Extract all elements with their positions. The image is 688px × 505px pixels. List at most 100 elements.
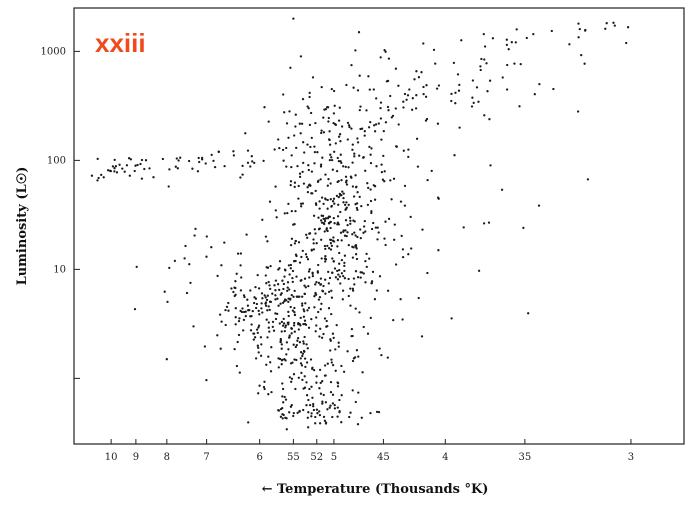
star-point: [537, 204, 541, 207]
star-point: [299, 279, 302, 282]
star-point: [191, 167, 194, 170]
star-point: [287, 336, 291, 339]
star-point: [249, 289, 252, 292]
star-point: [288, 376, 292, 379]
star-point: [336, 245, 339, 248]
star-point: [230, 287, 233, 290]
star-point: [287, 300, 290, 304]
star-point: [397, 84, 400, 87]
star-point: [325, 228, 328, 231]
star-point: [321, 380, 324, 383]
star-point: [299, 324, 302, 327]
star-point: [254, 285, 257, 289]
star-point: [307, 306, 311, 310]
star-point: [256, 273, 259, 277]
star-point: [381, 178, 385, 181]
star-point: [335, 169, 339, 173]
star-point: [344, 219, 348, 222]
star-point: [309, 111, 313, 115]
star-point: [407, 253, 410, 256]
star-point: [235, 272, 238, 275]
star-point: [358, 74, 361, 77]
star-point: [286, 289, 289, 292]
star-point: [262, 159, 265, 163]
star-point: [351, 289, 355, 292]
star-point: [303, 386, 307, 389]
star-point: [133, 307, 137, 311]
star-point: [430, 169, 433, 173]
star-point: [334, 123, 337, 126]
star-point: [340, 178, 343, 182]
star-point: [312, 214, 316, 217]
star-point: [410, 108, 414, 111]
star-point: [289, 263, 293, 267]
star-point: [252, 301, 256, 305]
star-point: [337, 273, 340, 276]
star-point: [327, 138, 331, 141]
star-point: [369, 199, 373, 203]
star-point: [295, 146, 298, 150]
star-point: [374, 226, 378, 229]
star-point: [205, 235, 208, 238]
star-point: [288, 411, 291, 414]
star-point: [287, 202, 290, 206]
star-point: [328, 130, 331, 133]
star-point: [343, 264, 346, 268]
star-point: [285, 353, 288, 356]
star-point: [386, 105, 390, 109]
star-point: [327, 307, 331, 310]
star-point: [293, 311, 296, 314]
star-point: [355, 349, 359, 352]
star-point: [338, 192, 341, 196]
star-point: [288, 288, 291, 291]
star-point: [351, 287, 355, 290]
star-point: [283, 111, 286, 114]
star-point: [450, 92, 453, 96]
star-point: [310, 170, 314, 173]
star-point: [246, 304, 250, 307]
star-point: [265, 282, 268, 285]
star-point: [344, 229, 347, 232]
star-point: [315, 408, 319, 411]
star-point: [336, 156, 339, 160]
star-point: [267, 393, 270, 396]
star-point: [252, 332, 255, 335]
star-point: [377, 231, 380, 234]
star-point: [525, 36, 528, 40]
star-point: [224, 323, 227, 327]
star-point: [331, 393, 335, 396]
star-point: [313, 295, 316, 298]
star-point: [113, 170, 116, 173]
star-point: [337, 119, 341, 122]
star-point: [339, 210, 342, 214]
star-point: [247, 421, 250, 424]
star-point: [282, 322, 286, 325]
star-point: [340, 258, 344, 262]
star-point: [284, 324, 288, 327]
star-point: [488, 118, 491, 121]
star-point: [332, 112, 336, 115]
star-point: [356, 191, 359, 194]
star-point: [283, 212, 286, 215]
star-point: [354, 307, 357, 310]
x-tick-label: 7: [203, 452, 209, 463]
star-point: [234, 307, 237, 310]
star-point: [401, 248, 405, 251]
star-point: [390, 198, 393, 201]
star-point: [292, 223, 295, 226]
star-point: [386, 289, 390, 292]
star-point: [333, 403, 336, 407]
star-point: [370, 280, 374, 283]
star-point: [267, 355, 270, 358]
star-point: [612, 21, 615, 24]
star-point: [308, 276, 311, 279]
star-point: [331, 363, 335, 367]
star-point: [144, 159, 148, 162]
star-point: [479, 68, 482, 72]
star-point: [316, 151, 319, 154]
star-point: [261, 297, 264, 300]
star-point: [244, 132, 247, 135]
star-point: [510, 41, 513, 44]
star-point: [319, 308, 322, 311]
star-point: [283, 275, 286, 278]
